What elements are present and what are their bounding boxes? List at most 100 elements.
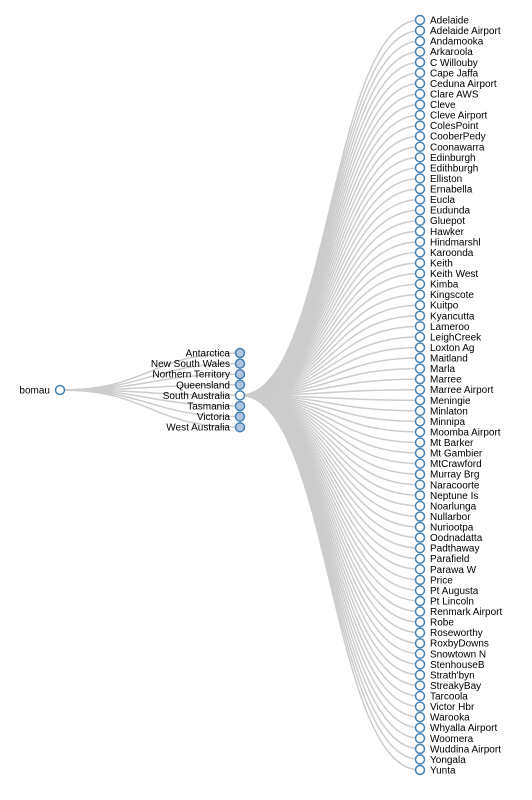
station-node-strath-byn-circle[interactable] <box>414 669 426 681</box>
station-node-adelaide-airport[interactable]: Adelaide Airport <box>414 25 501 37</box>
station-node-maitland-circle[interactable] <box>414 352 426 364</box>
station-node-price[interactable]: Price <box>414 574 454 586</box>
station-node-roseworthy[interactable]: Roseworthy <box>414 627 483 639</box>
station-node-kingscote-circle[interactable] <box>414 289 426 300</box>
station-node-karoonda-circle[interactable] <box>414 247 426 258</box>
station-node-mtcrawford[interactable]: MtCrawford <box>414 458 482 470</box>
station-node-eucla[interactable]: Eucla <box>414 194 456 206</box>
root-node[interactable]: bomau <box>19 384 66 397</box>
station-node-elliston-circle[interactable] <box>414 173 426 184</box>
station-node-victor-hbr[interactable]: Victor Hbr <box>414 701 475 713</box>
station-node-woomera-circle[interactable] <box>414 733 426 744</box>
station-node-marree-airport[interactable]: Marree Airport <box>414 384 494 396</box>
station-node-colespoint[interactable]: ColesPoint <box>414 120 479 132</box>
region-node-new-south-wales-circle[interactable] <box>234 358 246 369</box>
station-node-whyalla-airport[interactable]: Whyalla Airport <box>414 722 498 734</box>
station-node-streakybay-circle[interactable] <box>414 680 426 691</box>
station-node-noarlunga[interactable]: Noarlunga <box>414 500 477 512</box>
station-node-nullarbor[interactable]: Nullarbor <box>414 511 472 523</box>
station-node-cleve-circle[interactable] <box>414 99 426 110</box>
station-node-coonawarra-circle[interactable] <box>414 141 426 153</box>
region-node-northern-territory[interactable]: Northern Territory <box>152 368 246 381</box>
station-node-minlaton-circle[interactable] <box>414 405 426 417</box>
station-node-andamooka-circle[interactable] <box>414 35 426 47</box>
station-node-stenhouseb-circle[interactable] <box>414 659 426 670</box>
station-node-warooka[interactable]: Warooka <box>414 711 471 724</box>
station-node-noarlunga-circle[interactable] <box>414 500 426 512</box>
station-node-wuddina-airport-circle[interactable] <box>414 743 426 755</box>
station-node-naracoorte-circle[interactable] <box>414 479 426 491</box>
station-node-oodnadatta[interactable]: Oodnadatta <box>414 532 483 544</box>
station-node-yunta-circle[interactable] <box>414 764 426 776</box>
station-node-loxton-ag[interactable]: Loxton Ag <box>414 342 475 354</box>
station-node-clare-aws[interactable]: Clare AWS <box>414 88 479 100</box>
station-node-tarcoola[interactable]: Tarcoola <box>414 690 469 703</box>
station-node-streakybay[interactable]: StreakyBay <box>414 680 482 692</box>
region-node-antarctica[interactable]: Antarctica <box>186 347 246 360</box>
station-node-robe[interactable]: Robe <box>414 616 455 629</box>
station-node-eudunda[interactable]: Eudunda <box>414 204 471 217</box>
station-node-marla-circle[interactable] <box>414 363 426 374</box>
station-node-mt-barker-circle[interactable] <box>414 437 426 448</box>
station-node-parafield-circle[interactable] <box>414 553 426 564</box>
station-node-edithburgh-circle[interactable] <box>414 162 426 174</box>
station-node-neptune-is-circle[interactable] <box>414 490 426 501</box>
station-node-marla[interactable]: Marla <box>414 363 456 375</box>
station-node-pt-augusta-circle[interactable] <box>414 585 426 596</box>
station-node-arkaroola[interactable]: Arkaroola <box>414 46 474 58</box>
station-node-pt-augusta[interactable]: Pt Augusta <box>414 585 479 597</box>
region-node-south-australia-circle[interactable] <box>234 390 246 401</box>
region-node-tasmania[interactable]: Tasmania <box>187 400 246 413</box>
station-node-mtcrawford-circle[interactable] <box>414 458 426 469</box>
station-node-marree-airport-circle[interactable] <box>414 384 426 395</box>
station-node-renmark-airport-circle[interactable] <box>414 606 426 617</box>
station-node-yunta[interactable]: Yunta <box>414 764 457 777</box>
station-node-naracoorte[interactable]: Naracoorte <box>414 479 480 491</box>
station-node-cooberpedy[interactable]: CooberPedy <box>414 130 486 143</box>
station-node-parafield[interactable]: Parafield <box>414 553 470 565</box>
station-node-arkaroola-circle[interactable] <box>414 46 426 57</box>
station-node-tarcoola-circle[interactable] <box>414 690 426 702</box>
station-node-hawker[interactable]: Hawker <box>414 226 465 238</box>
station-node-padthaway[interactable]: Padthaway <box>414 542 480 555</box>
station-node-adelaide-airport-circle[interactable] <box>414 25 426 36</box>
station-node-keith[interactable]: Keith <box>414 257 453 269</box>
station-node-marree-circle[interactable] <box>414 373 426 385</box>
station-node-yongala[interactable]: Yongala <box>414 754 467 766</box>
region-node-queensland[interactable]: Queensland <box>176 379 246 391</box>
station-node-meningie[interactable]: Meningie <box>414 395 472 407</box>
station-node-ernabella[interactable]: Ernabella <box>414 183 473 196</box>
region-node-victoria-circle[interactable] <box>234 411 246 422</box>
station-node-murray-brg-circle[interactable] <box>414 468 426 480</box>
station-node-warooka-circle[interactable] <box>414 711 426 723</box>
station-node-mt-gambier-circle[interactable] <box>414 447 426 459</box>
station-node-cleve-airport-circle[interactable] <box>414 109 426 121</box>
station-node-murray-brg[interactable]: Murray Brg <box>414 468 480 481</box>
station-node-c-willouby-circle[interactable] <box>414 57 426 68</box>
region-node-west-australia-circle[interactable] <box>234 421 246 433</box>
station-node-yongala-circle[interactable] <box>414 754 426 765</box>
station-node-hawker-circle[interactable] <box>414 226 426 237</box>
station-node-hindmarshl[interactable]: Hindmarshl <box>414 236 481 248</box>
station-node-robe-circle[interactable] <box>414 616 426 628</box>
station-node-snowtown-n[interactable]: Snowtown N <box>414 648 487 660</box>
station-node-nuriootpa[interactable]: Nuriootpa <box>414 521 474 534</box>
station-node-strath-byn[interactable]: Strath'byn <box>414 669 475 681</box>
station-node-neptune-is[interactable]: Neptune Is <box>414 490 479 502</box>
station-node-lameroo[interactable]: Lameroo <box>414 321 470 333</box>
station-node-leighcreek-circle[interactable] <box>414 331 426 343</box>
station-node-clare-aws-circle[interactable] <box>414 88 426 100</box>
region-node-antarctica-circle[interactable] <box>234 347 246 359</box>
station-node-minnipa-circle[interactable] <box>414 416 426 427</box>
station-node-gluepot[interactable]: Gluepot <box>414 215 466 227</box>
station-node-loxton-ag-circle[interactable] <box>414 342 426 353</box>
station-node-pt-lincoln-circle[interactable] <box>414 595 426 607</box>
root-node-circle[interactable] <box>54 384 66 396</box>
station-node-kimba-circle[interactable] <box>414 278 426 290</box>
station-node-cleve[interactable]: Cleve <box>414 99 457 111</box>
region-node-new-south-wales[interactable]: New South Wales <box>151 358 246 370</box>
station-node-ceduna-airport[interactable]: Ceduna Airport <box>414 78 497 90</box>
region-node-south-australia[interactable]: South Australia <box>163 390 246 402</box>
station-node-andamooka[interactable]: Andamooka <box>414 35 484 48</box>
station-node-moomba-airport-circle[interactable] <box>414 426 426 438</box>
